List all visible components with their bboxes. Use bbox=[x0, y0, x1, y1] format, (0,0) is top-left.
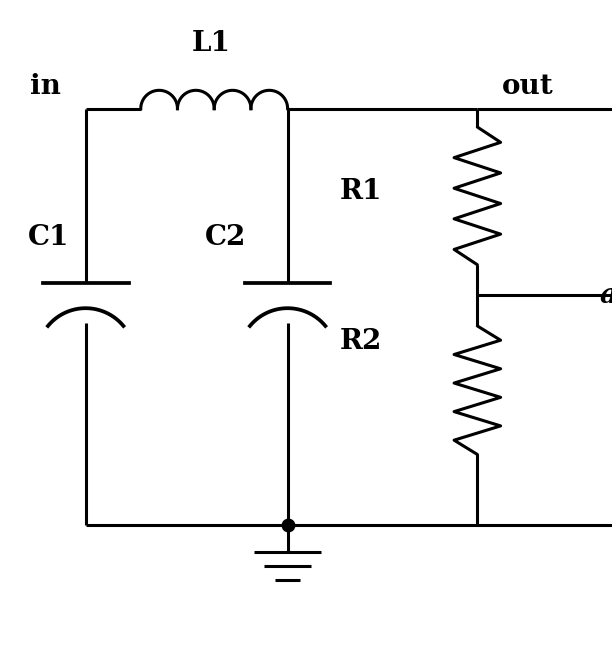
Text: L1: L1 bbox=[192, 30, 231, 57]
Text: in: in bbox=[31, 72, 61, 99]
Text: out: out bbox=[502, 72, 554, 99]
Text: C1: C1 bbox=[28, 224, 69, 251]
Text: R2: R2 bbox=[340, 328, 382, 355]
Text: R1: R1 bbox=[340, 178, 382, 205]
Text: a: a bbox=[600, 282, 612, 309]
Text: C2: C2 bbox=[205, 224, 247, 251]
